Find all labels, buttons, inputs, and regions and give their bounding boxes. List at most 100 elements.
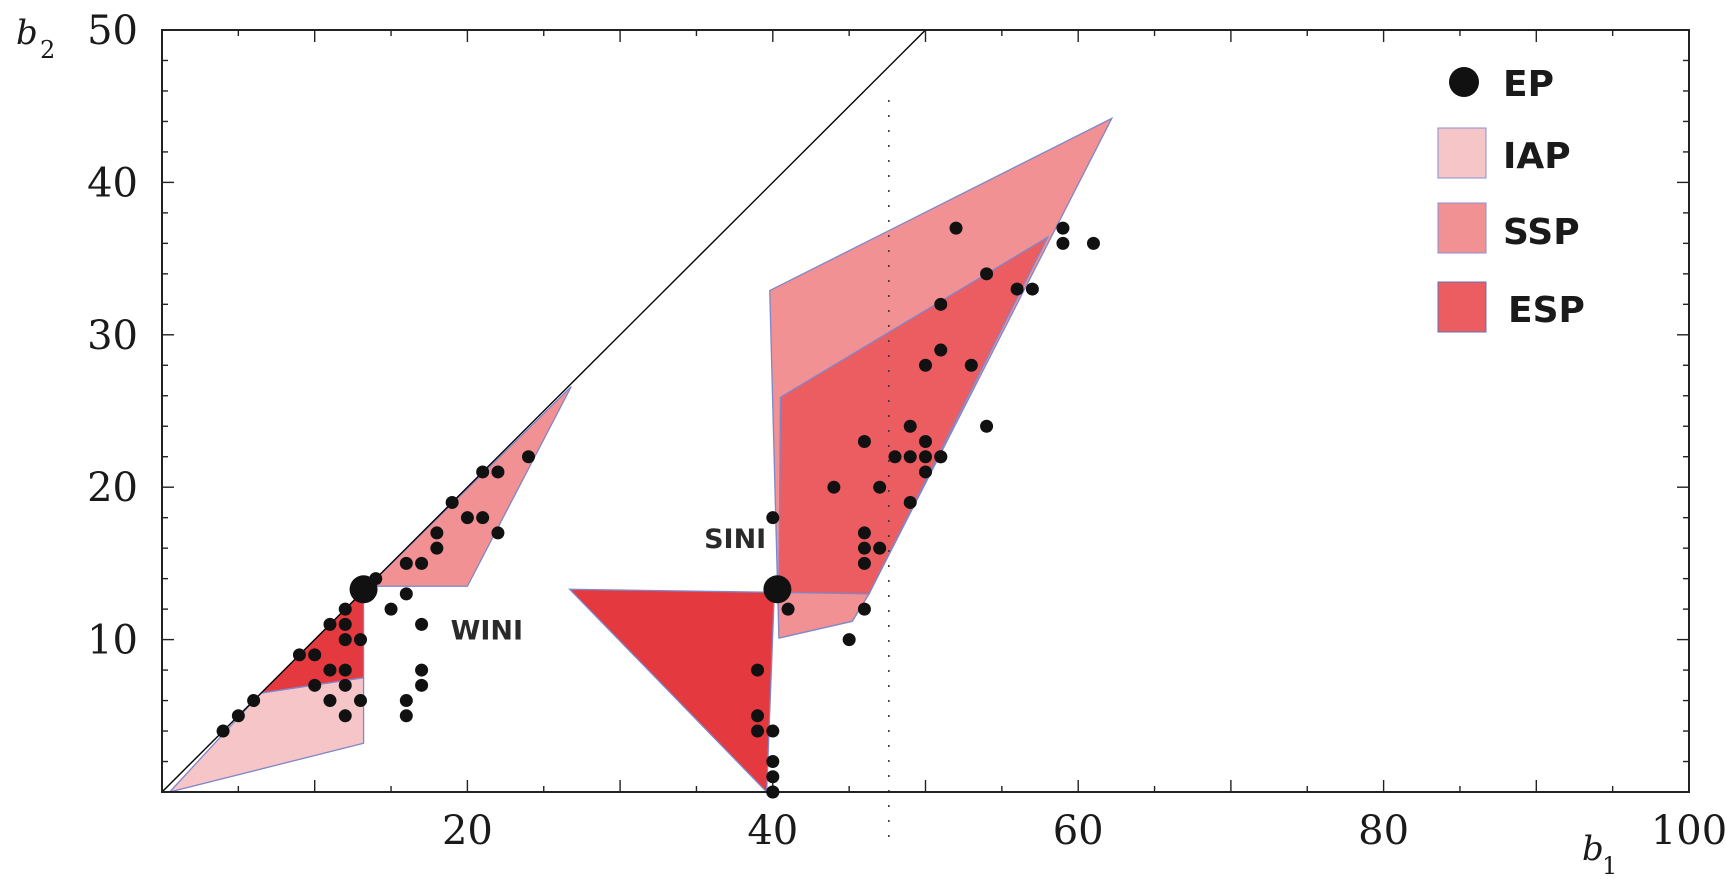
data-point — [781, 602, 795, 616]
data-point — [338, 678, 352, 692]
data-point — [1010, 282, 1024, 296]
data-point — [827, 480, 841, 494]
data-point — [354, 633, 368, 647]
data-point — [1056, 221, 1070, 235]
data-point — [354, 694, 368, 708]
data-point — [323, 617, 337, 631]
data-point — [292, 648, 306, 662]
data-point — [919, 434, 932, 448]
data-point — [964, 358, 978, 372]
wini-annotation: WINI — [451, 616, 523, 647]
data-point — [934, 343, 948, 357]
y-tick-label: 40 — [87, 160, 138, 206]
data-point — [1025, 282, 1039, 296]
data-point — [1056, 236, 1070, 250]
data-point — [857, 556, 871, 570]
regions-layer — [167, 116, 1114, 794]
x-tick-label: 60 — [1053, 808, 1104, 854]
data-point — [415, 663, 429, 677]
axis-ticks: 20 40 60 80 100 10 20 30 40 50 — [87, 8, 1726, 854]
region-esp-6 — [778, 235, 1050, 595]
diagonal-reference-line — [161, 29, 926, 793]
data-point — [857, 602, 871, 616]
data-point — [323, 694, 337, 708]
data-point — [857, 526, 871, 540]
sini-annotation: SINI — [704, 524, 766, 555]
data-point — [460, 511, 474, 525]
data-point — [338, 602, 352, 616]
data-point — [919, 358, 932, 372]
data-point — [949, 221, 963, 235]
data-point — [476, 511, 490, 525]
data-point — [873, 480, 887, 494]
y-axis-label-subscript: 2 — [40, 36, 55, 64]
data-point — [766, 785, 780, 799]
data-point — [491, 526, 505, 540]
data-point — [216, 724, 230, 738]
data-point — [399, 694, 413, 708]
data-point — [415, 678, 429, 692]
data-point — [919, 465, 932, 479]
data-point — [338, 633, 352, 647]
data-point — [1086, 236, 1100, 250]
y-tick-label: 10 — [87, 618, 138, 664]
data-point — [247, 694, 261, 708]
x-tick-label: 100 — [1651, 808, 1726, 854]
legend-esp-label: ESP — [1508, 290, 1585, 331]
data-point — [903, 495, 917, 509]
data-point — [399, 556, 413, 570]
data-point — [751, 724, 765, 738]
legend-ssp-swatch — [1437, 202, 1487, 254]
data-point — [384, 602, 398, 616]
data-point — [766, 724, 780, 738]
data-point — [308, 648, 322, 662]
data-point — [415, 556, 429, 570]
data-point — [980, 419, 994, 433]
data-point — [903, 450, 917, 464]
data-point — [903, 419, 917, 433]
data-point — [430, 541, 444, 555]
legend: EP IAP SSP ESP — [1437, 64, 1585, 333]
x-axis-label: b — [1582, 829, 1604, 869]
ep-point — [763, 575, 792, 604]
region-esp-3 — [568, 588, 776, 794]
data-point — [934, 450, 948, 464]
x-axis-label-subscript: 1 — [1602, 852, 1617, 879]
data-point — [415, 617, 429, 631]
data-point — [980, 267, 994, 281]
data-point — [766, 755, 780, 769]
x-tick-label: 40 — [747, 808, 798, 854]
data-point — [445, 495, 459, 509]
legend-iap-swatch — [1437, 127, 1487, 179]
legend-iap-label: IAP — [1503, 136, 1571, 177]
data-point — [231, 709, 245, 723]
data-point — [842, 633, 856, 647]
region-iap-0 — [167, 676, 365, 794]
data-point — [308, 678, 322, 692]
data-point — [873, 541, 887, 555]
data-point — [919, 450, 932, 464]
legend-esp-swatch — [1437, 281, 1487, 333]
y-tick-label: 20 — [87, 465, 138, 511]
data-point — [323, 663, 337, 677]
data-point — [934, 297, 948, 311]
legend-ep-marker — [1449, 67, 1479, 97]
y-axis-label: b — [16, 13, 38, 53]
data-point — [751, 663, 765, 677]
data-point — [888, 450, 902, 464]
data-point — [338, 663, 352, 677]
data-point — [766, 511, 780, 525]
data-point — [338, 617, 352, 631]
y-tick-label: 30 — [87, 313, 138, 359]
data-point — [369, 572, 383, 586]
data-point — [751, 709, 765, 723]
x-tick-label: 20 — [442, 808, 493, 854]
data-point — [521, 450, 535, 464]
data-point — [476, 465, 490, 479]
legend-ep-label: EP — [1503, 64, 1554, 105]
data-points-layer — [216, 221, 1100, 799]
data-point — [857, 541, 871, 555]
data-point — [430, 526, 444, 540]
data-point — [766, 770, 780, 784]
